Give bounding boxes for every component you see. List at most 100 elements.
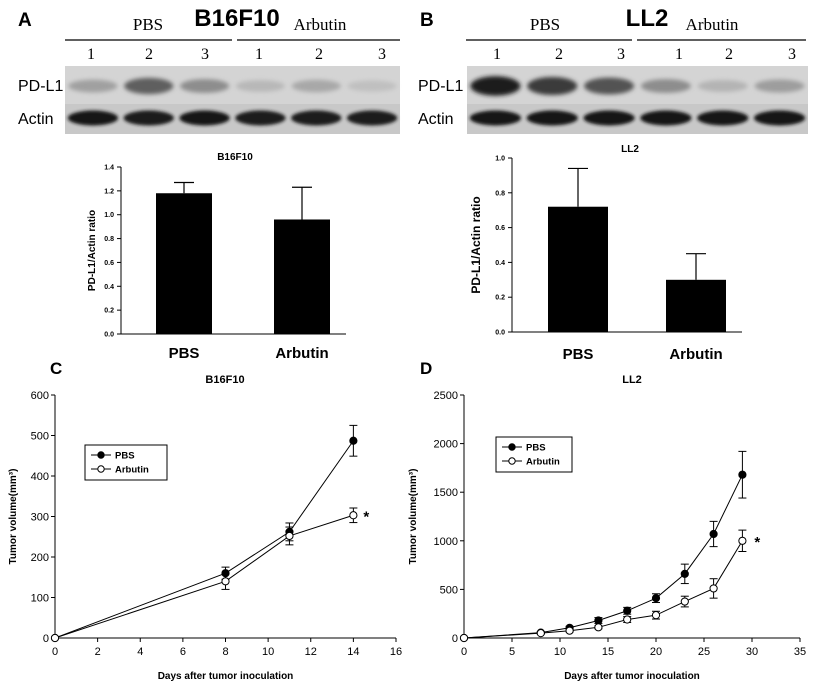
y-tick-label: 2000 xyxy=(434,439,458,451)
data-point xyxy=(50,633,60,643)
data-point xyxy=(221,577,230,586)
actin-band xyxy=(583,110,635,126)
y-tick-label: 0.4 xyxy=(495,260,505,267)
x-tick-label: 0 xyxy=(52,646,58,658)
legend-label-arbutin: Arbutin xyxy=(115,465,149,476)
y-tick-label: 0 xyxy=(43,633,49,645)
lane-number: 1 xyxy=(87,46,95,63)
legend-marker xyxy=(508,443,516,451)
y-tick-label: 300 xyxy=(31,512,49,524)
pd-l1-band xyxy=(235,80,285,92)
y-tick-label: 0.2 xyxy=(495,295,505,302)
series-arbutin xyxy=(50,507,358,643)
legend: PBS Arbutin xyxy=(84,444,168,481)
lane-number: 3 xyxy=(378,46,386,63)
data-point xyxy=(349,436,358,445)
x-tick-label: 20 xyxy=(650,646,662,658)
y-tick-label: 1500 xyxy=(434,487,458,499)
x-tick-label: 16 xyxy=(390,646,402,658)
pd-l1-band xyxy=(291,79,341,93)
actin-band xyxy=(469,110,521,126)
x-axis-label: Days after tumor inoculation xyxy=(158,671,294,682)
bar-pbs xyxy=(548,206,608,332)
data-point xyxy=(594,623,603,632)
panel-letter: C xyxy=(50,359,62,378)
data-point xyxy=(738,470,747,479)
blot-title: LL2 xyxy=(626,5,669,32)
significance-marker: * xyxy=(363,508,369,525)
y-tick-label: 400 xyxy=(31,471,49,483)
row-label-pd-l1: PD-L1 xyxy=(18,78,63,95)
pd-l1-blot-strip xyxy=(65,66,400,104)
category-label-pbs: PBS xyxy=(563,346,594,363)
x-tick-label: 12 xyxy=(305,646,317,658)
y-axis-label: Tumor volume(mm³) xyxy=(8,469,19,565)
legend-label-pbs: PBS xyxy=(115,451,135,462)
actin-band xyxy=(346,110,398,126)
lane-number: 1 xyxy=(255,46,263,63)
data-point xyxy=(594,616,603,625)
lane-number: 3 xyxy=(788,46,796,63)
y-tick-label: 2500 xyxy=(434,390,458,402)
data-point xyxy=(651,594,661,603)
y-tick-label: 0.4 xyxy=(104,284,114,291)
y-tick-label: 1.2 xyxy=(104,188,114,195)
blot-panel-b16f10: A B16F10 PBS Arbutin 1 2 3 1 2 3 PD-L1 Actin xyxy=(18,5,400,134)
pd-l1-blot-strip xyxy=(467,66,808,104)
actin-band xyxy=(640,110,692,126)
y-tick-label: 500 xyxy=(31,431,49,443)
x-tick-label: 30 xyxy=(746,646,758,658)
y-tick-label: 0.8 xyxy=(495,190,505,197)
data-point xyxy=(623,615,632,624)
pd-l1-band xyxy=(470,76,521,96)
data-point xyxy=(459,633,469,643)
y-tick-label: 0 xyxy=(452,633,458,645)
group-label-pbs: PBS xyxy=(530,15,560,34)
y-tick-label: 1.4 xyxy=(104,165,114,172)
lane-number: 1 xyxy=(493,46,501,63)
group-label-pbs: PBS xyxy=(133,15,163,34)
actin-band xyxy=(67,110,119,126)
line-chart-b16f10: C B16F10 0 100 200 300 400 500 600 0 2 4 6 8 10 12 14 16 T… xyxy=(8,359,402,682)
y-tick-label: 200 xyxy=(31,552,49,564)
series-line xyxy=(54,514,354,639)
row-label-pd-l1: PD-L1 xyxy=(418,78,463,95)
pd-l1-band xyxy=(68,79,118,93)
lane-number: 2 xyxy=(555,46,563,63)
actin-blot-strip xyxy=(65,104,400,134)
series-line xyxy=(463,540,743,639)
bar-pbs xyxy=(156,193,212,334)
y-tick-label: 0.0 xyxy=(104,332,114,339)
lane-number: 2 xyxy=(315,46,323,63)
data-point xyxy=(349,511,358,520)
y-tick-label: 0.2 xyxy=(104,308,114,315)
significance-marker: * xyxy=(754,534,760,551)
lane-number: 2 xyxy=(725,46,733,63)
y-axis-label: Tumor volume(mm³) xyxy=(408,469,419,565)
lane-number: 2 xyxy=(145,46,153,63)
actin-band xyxy=(697,110,749,126)
y-tick-label: 1000 xyxy=(434,536,458,548)
row-label-actin: Actin xyxy=(18,111,54,128)
x-tick-label: 10 xyxy=(554,646,566,658)
pd-l1-band xyxy=(754,79,805,93)
bar-charts: B16F10 0.0 0.2 0.4 0.6 0.8 1.0 1.2 1.4 PD-L1/Acti… xyxy=(87,144,742,363)
y-tick-label: 1.0 xyxy=(104,212,114,219)
chart-title: B16F10 xyxy=(217,152,253,163)
data-point xyxy=(651,611,661,620)
panel-letter: B xyxy=(420,10,434,31)
category-label-arbutin: Arbutin xyxy=(275,345,328,362)
data-point xyxy=(680,597,689,606)
line-chart-ll2: D LL2 0 500 1000 1500 2000 2500 0 5 10 15 20 25 30 35 Tu… xyxy=(408,359,806,682)
legend-label-pbs: PBS xyxy=(526,443,546,454)
group-label-arbutin: Arbutin xyxy=(294,15,347,34)
series-line xyxy=(463,474,743,639)
y-tick-label: 1.0 xyxy=(495,156,505,163)
x-tick-label: 6 xyxy=(180,646,186,658)
bar-chart-b16f10: B16F10 0.0 0.2 0.4 0.6 0.8 1.0 1.2 1.4 PD-L1/Acti… xyxy=(87,152,346,362)
legend-marker xyxy=(97,451,105,459)
actin-band xyxy=(754,110,806,126)
